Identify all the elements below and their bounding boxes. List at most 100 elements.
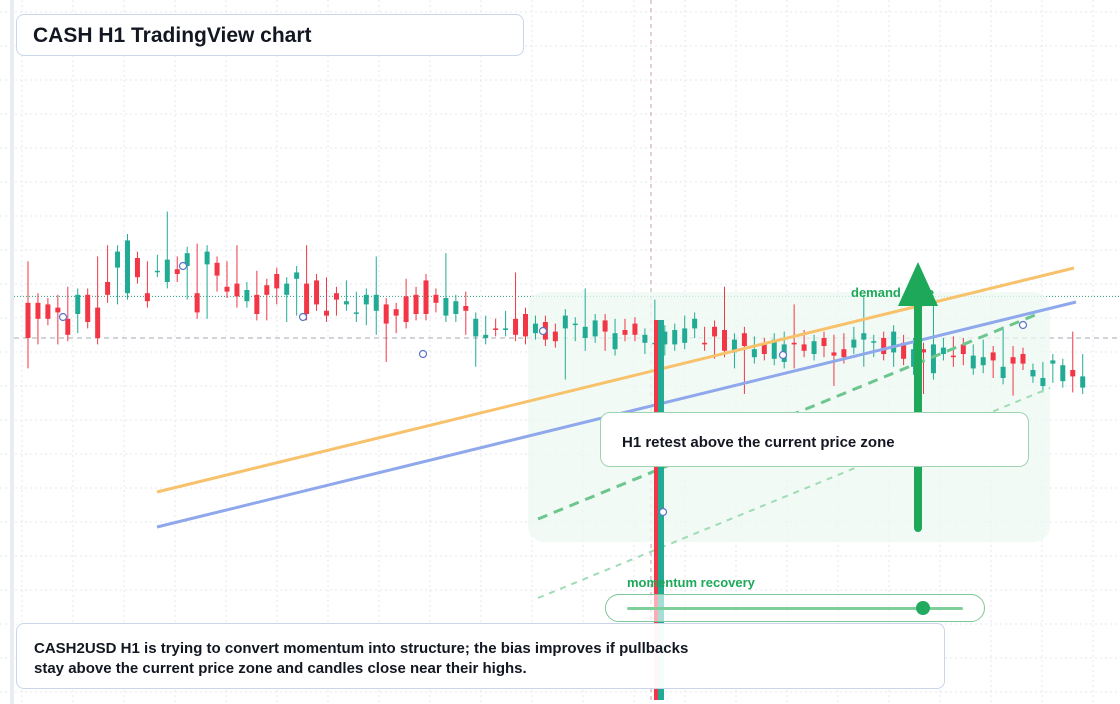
candle-body xyxy=(940,347,946,354)
candle-body xyxy=(483,334,489,338)
retest-callout: H1 retest above the current price zone xyxy=(600,412,1029,467)
candle-body xyxy=(731,339,737,353)
candle-body xyxy=(990,352,996,361)
candle-body xyxy=(134,258,140,278)
momentum-slider-knob[interactable] xyxy=(915,601,930,615)
candle-body xyxy=(801,344,807,351)
candle-body xyxy=(443,298,449,316)
candle-body xyxy=(343,301,349,305)
candle-body xyxy=(841,349,847,358)
anchor-point xyxy=(298,312,308,322)
candle-body xyxy=(55,307,61,313)
candle-body xyxy=(413,294,419,314)
candle-body xyxy=(1010,357,1016,364)
candle-body xyxy=(1020,354,1026,364)
momentum-recovery-label: momentum recovery xyxy=(627,575,755,590)
candle-body xyxy=(154,270,160,273)
candle-body xyxy=(861,333,867,340)
candle-body xyxy=(881,338,887,354)
candle-body xyxy=(682,328,688,343)
candle-body xyxy=(642,334,648,343)
analysis-note-line-1: CASH2USD H1 is trying to convert momentu… xyxy=(34,640,689,657)
candle-body xyxy=(702,342,708,345)
candle-body xyxy=(1000,366,1006,378)
candle-body xyxy=(1060,365,1066,382)
candle-body xyxy=(85,294,91,322)
anchor-point xyxy=(178,261,188,271)
chart-title: CASH H1 TradingView chart xyxy=(33,24,312,47)
left-edge xyxy=(10,0,14,704)
candle-body xyxy=(403,296,409,322)
candle-body xyxy=(1030,370,1036,377)
candle-body xyxy=(383,304,389,324)
candle-body xyxy=(234,283,240,297)
candle-body xyxy=(453,301,459,314)
candle-body xyxy=(811,341,817,354)
candle-body xyxy=(493,328,499,330)
candle-body xyxy=(831,352,837,356)
anchor-point xyxy=(538,326,548,336)
candle-body xyxy=(254,294,260,314)
candle-body xyxy=(115,251,121,268)
retest-callout-text: H1 retest above the current price zone xyxy=(622,434,895,451)
candle-body xyxy=(562,315,568,329)
candle-body xyxy=(523,314,528,337)
candle-body xyxy=(980,357,986,366)
demand-zone-label: demand zone xyxy=(851,285,935,300)
candle-body xyxy=(144,293,150,302)
candle-body xyxy=(592,320,598,337)
candle-body xyxy=(851,339,857,348)
candle-body xyxy=(125,240,130,294)
candle-body xyxy=(314,280,320,305)
candle-body xyxy=(692,318,698,329)
candle-body xyxy=(373,294,379,311)
candle-body xyxy=(224,286,230,292)
analysis-note: CASH2USD H1 is trying to convert momentu… xyxy=(16,623,945,689)
candle-body xyxy=(911,349,917,367)
candle-body xyxy=(960,344,966,354)
candle-body xyxy=(662,331,668,345)
candle-body xyxy=(65,318,71,335)
candle-body xyxy=(353,312,359,314)
candle-body xyxy=(164,259,170,282)
momentum-slider[interactable] xyxy=(605,594,985,622)
candle-body xyxy=(950,355,956,358)
candle-body xyxy=(304,283,310,314)
candle-body xyxy=(45,304,51,319)
candle-body xyxy=(751,349,757,358)
candle-body xyxy=(741,333,747,346)
up-arrow-head xyxy=(898,262,938,306)
anchor-point xyxy=(418,349,428,359)
anchor-point xyxy=(58,312,68,322)
candle-body xyxy=(582,326,588,338)
candle-body xyxy=(602,320,608,332)
candle-body xyxy=(970,355,976,369)
analysis-note-line-2: stay above the current price zone and ca… xyxy=(34,660,527,677)
chart-title-box: CASH H1 TradingView chart xyxy=(16,14,524,56)
candle-body xyxy=(552,331,558,342)
candle-body xyxy=(1040,378,1046,386)
candles xyxy=(25,211,1086,396)
candle-body xyxy=(184,253,190,266)
candle-body xyxy=(274,274,280,289)
candle-body xyxy=(672,330,678,345)
anchor-point xyxy=(1018,320,1028,330)
candle-body xyxy=(35,302,41,319)
support-dashed-line xyxy=(537,311,1041,521)
candle-body xyxy=(1050,360,1056,364)
candle-body xyxy=(1070,370,1076,377)
candle-body xyxy=(821,338,827,346)
candle-body xyxy=(513,318,519,335)
candle-body xyxy=(324,310,329,316)
candle-body xyxy=(95,307,101,338)
candle-body xyxy=(572,323,578,326)
candle-body xyxy=(473,318,479,337)
candle-body xyxy=(921,349,926,353)
candle-body xyxy=(1080,376,1086,388)
candle-body xyxy=(722,330,727,351)
candle-body xyxy=(333,293,339,300)
candle-body xyxy=(503,328,509,330)
candle-body xyxy=(423,280,429,314)
momentum-slider-track xyxy=(627,607,963,610)
